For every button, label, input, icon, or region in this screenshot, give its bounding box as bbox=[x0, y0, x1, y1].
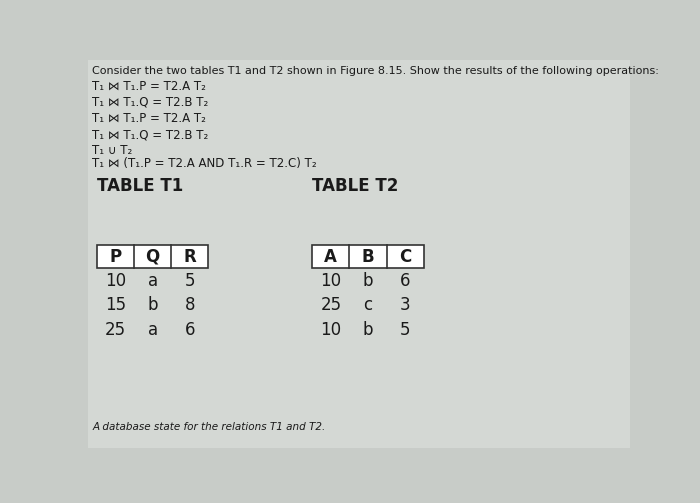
Text: Consider the two tables T1 and T2 shown in Figure 8.15. Show the results of the : Consider the two tables T1 and T2 shown … bbox=[92, 66, 659, 76]
Text: 3: 3 bbox=[400, 296, 411, 314]
Text: T₁ ⋈ T₁.Q = T2.B T₂: T₁ ⋈ T₁.Q = T2.B T₂ bbox=[92, 128, 209, 141]
Text: T₁ ⋈ T₁.P = T2.A T₂: T₁ ⋈ T₁.P = T2.A T₂ bbox=[92, 112, 206, 125]
Text: 10: 10 bbox=[105, 272, 126, 290]
Text: 25: 25 bbox=[321, 296, 342, 314]
Text: b: b bbox=[363, 321, 373, 339]
Text: b: b bbox=[363, 272, 373, 290]
Text: T₁ ⋈ T₁.Q = T2.B T₂: T₁ ⋈ T₁.Q = T2.B T₂ bbox=[92, 96, 209, 109]
Text: 6: 6 bbox=[400, 272, 410, 290]
Text: TABLE T2: TABLE T2 bbox=[312, 178, 398, 195]
Text: 10: 10 bbox=[321, 272, 342, 290]
Text: a: a bbox=[148, 321, 158, 339]
Text: c: c bbox=[363, 296, 372, 314]
Text: A: A bbox=[324, 247, 337, 266]
Text: B: B bbox=[362, 247, 375, 266]
Text: b: b bbox=[148, 296, 158, 314]
Text: 25: 25 bbox=[105, 321, 126, 339]
Text: A database state for the relations T1 and T2.: A database state for the relations T1 an… bbox=[92, 423, 326, 432]
Text: 15: 15 bbox=[105, 296, 126, 314]
Bar bbox=[309, 174, 435, 362]
Text: 10: 10 bbox=[321, 321, 342, 339]
Text: a: a bbox=[148, 272, 158, 290]
Text: P: P bbox=[109, 247, 122, 266]
Text: 6: 6 bbox=[185, 321, 195, 339]
Text: T₁ ∪ T₂: T₁ ∪ T₂ bbox=[92, 144, 132, 157]
Text: Q: Q bbox=[146, 247, 160, 266]
Text: 5: 5 bbox=[185, 272, 195, 290]
Bar bbox=[312, 245, 424, 268]
Text: C: C bbox=[399, 247, 412, 266]
Text: T₁ ⋈ T₁.P = T2.A T₂: T₁ ⋈ T₁.P = T2.A T₂ bbox=[92, 79, 206, 93]
Text: T₁ ⋈ (T₁.P = T2.A AND T₁.R = T2.C) T₂: T₁ ⋈ (T₁.P = T2.A AND T₁.R = T2.C) T₂ bbox=[92, 157, 317, 171]
Text: 8: 8 bbox=[185, 296, 195, 314]
Bar bbox=[93, 174, 220, 362]
Bar bbox=[97, 245, 209, 268]
Text: TABLE T1: TABLE T1 bbox=[97, 178, 183, 195]
Text: R: R bbox=[183, 247, 196, 266]
Text: 5: 5 bbox=[400, 321, 410, 339]
